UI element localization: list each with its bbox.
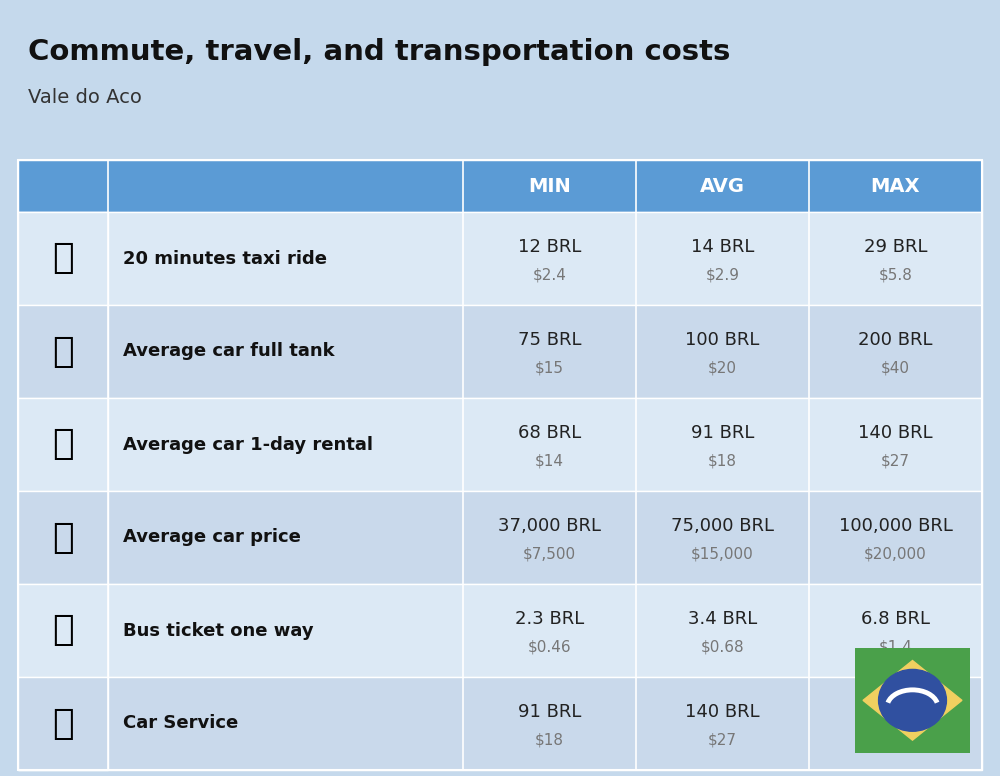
Text: AVG: AVG	[700, 176, 745, 196]
Text: $0.68: $0.68	[701, 639, 744, 655]
Text: $1.4: $1.4	[879, 639, 912, 655]
Text: Average car price: Average car price	[123, 528, 301, 546]
FancyBboxPatch shape	[18, 584, 108, 677]
Text: 140 BRL: 140 BRL	[685, 703, 760, 722]
Polygon shape	[863, 660, 962, 740]
Text: $15: $15	[535, 361, 564, 376]
FancyBboxPatch shape	[18, 212, 982, 305]
FancyBboxPatch shape	[18, 491, 982, 584]
FancyBboxPatch shape	[18, 677, 982, 770]
Text: ⛽: ⛽	[52, 334, 74, 369]
Text: 270 BRL: 270 BRL	[858, 703, 933, 722]
Text: 140 BRL: 140 BRL	[858, 424, 933, 442]
FancyBboxPatch shape	[18, 212, 108, 305]
Circle shape	[879, 670, 946, 731]
Text: MAX: MAX	[871, 176, 920, 196]
Text: $2.4: $2.4	[533, 268, 566, 282]
Text: $15,000: $15,000	[691, 547, 754, 562]
Text: $27: $27	[881, 454, 910, 469]
Text: 29 BRL: 29 BRL	[864, 238, 927, 256]
FancyBboxPatch shape	[18, 398, 108, 491]
Text: 37,000 BRL: 37,000 BRL	[498, 518, 601, 535]
FancyBboxPatch shape	[18, 305, 108, 398]
Text: $20: $20	[708, 361, 737, 376]
Text: $2.9: $2.9	[706, 268, 740, 282]
Text: 3.4 BRL: 3.4 BRL	[688, 611, 757, 629]
FancyBboxPatch shape	[18, 160, 982, 212]
Text: 75 BRL: 75 BRL	[518, 331, 581, 349]
Text: 🚙: 🚙	[52, 428, 74, 462]
FancyBboxPatch shape	[18, 677, 108, 770]
Text: 68 BRL: 68 BRL	[518, 424, 581, 442]
Text: 🔧: 🔧	[52, 706, 74, 740]
Text: $27: $27	[708, 733, 737, 748]
Text: Bus ticket one way: Bus ticket one way	[123, 622, 314, 639]
FancyBboxPatch shape	[18, 398, 982, 491]
Text: MIN: MIN	[528, 176, 571, 196]
Text: $40: $40	[881, 361, 910, 376]
Text: 14 BRL: 14 BRL	[691, 238, 754, 256]
Text: $55: $55	[881, 733, 910, 748]
Text: $18: $18	[708, 454, 737, 469]
Text: Car Service: Car Service	[123, 715, 238, 733]
FancyBboxPatch shape	[18, 584, 982, 677]
Text: Vale do Aco: Vale do Aco	[28, 88, 142, 107]
Text: 2.3 BRL: 2.3 BRL	[515, 611, 584, 629]
Text: Commute, travel, and transportation costs: Commute, travel, and transportation cost…	[28, 38, 730, 66]
Text: Average car 1-day rental: Average car 1-day rental	[123, 435, 373, 453]
Text: 6.8 BRL: 6.8 BRL	[861, 611, 930, 629]
Text: $20,000: $20,000	[864, 547, 927, 562]
Text: 100 BRL: 100 BRL	[685, 331, 760, 349]
FancyBboxPatch shape	[18, 305, 982, 398]
Text: $18: $18	[535, 733, 564, 748]
Text: 91 BRL: 91 BRL	[518, 703, 581, 722]
Text: $0.46: $0.46	[528, 639, 571, 655]
Text: 🚕: 🚕	[52, 241, 74, 275]
Text: 75,000 BRL: 75,000 BRL	[671, 518, 774, 535]
Text: 🚗: 🚗	[52, 521, 74, 555]
Text: 20 minutes taxi ride: 20 minutes taxi ride	[123, 250, 327, 268]
Text: 91 BRL: 91 BRL	[691, 424, 754, 442]
Text: $14: $14	[535, 454, 564, 469]
Text: 12 BRL: 12 BRL	[518, 238, 581, 256]
FancyBboxPatch shape	[18, 491, 108, 584]
Text: 200 BRL: 200 BRL	[858, 331, 933, 349]
Text: $5.8: $5.8	[879, 268, 912, 282]
Text: $7,500: $7,500	[523, 547, 576, 562]
Text: 100,000 BRL: 100,000 BRL	[839, 518, 952, 535]
Text: 🚌: 🚌	[52, 614, 74, 647]
Text: Average car full tank: Average car full tank	[123, 342, 335, 361]
